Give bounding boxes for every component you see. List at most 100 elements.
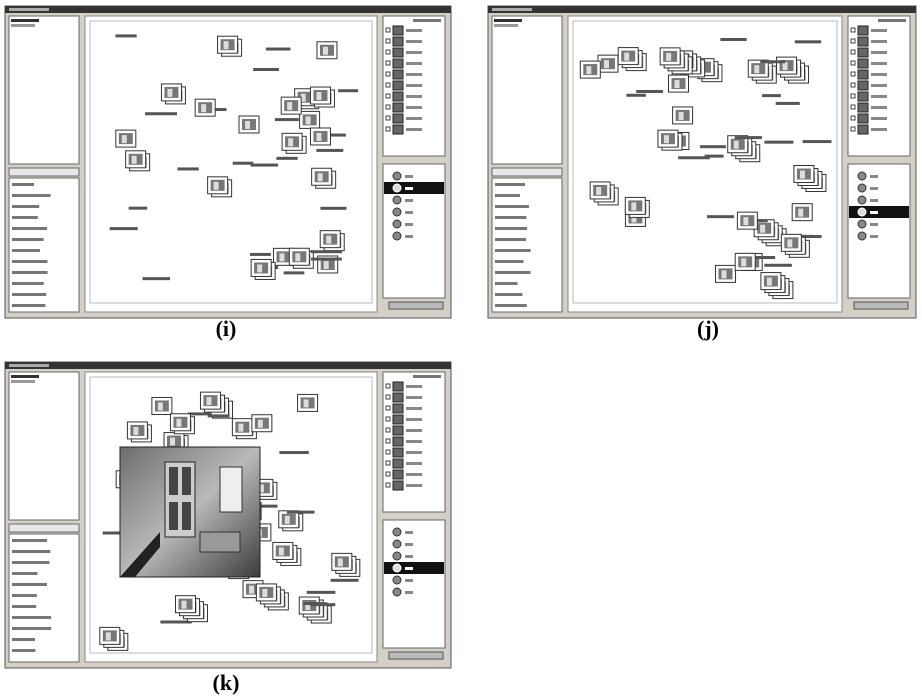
checkbox[interactable] [851,105,855,109]
checkbox[interactable] [386,406,390,410]
thumbnail-list-icon[interactable] [393,81,403,90]
category-item[interactable] [12,572,37,575]
thumbnail-list-icon[interactable] [858,92,868,101]
checkbox[interactable] [851,116,855,120]
category-item[interactable] [495,194,520,197]
file-list-item[interactable] [11,375,39,378]
checkbox[interactable] [851,50,855,54]
checkbox[interactable] [386,105,390,109]
thumbnail-list-icon[interactable] [393,404,403,413]
thumbnail-list-icon[interactable] [393,103,403,112]
file-list-item[interactable] [494,24,518,27]
checkbox[interactable] [386,83,390,87]
category-item[interactable] [495,260,524,263]
category-item[interactable] [12,561,49,564]
category-item[interactable] [12,227,47,230]
viewer-icon[interactable] [393,208,401,216]
checkbox[interactable] [386,28,390,32]
thumbnail-list-icon[interactable] [858,103,868,112]
status-button[interactable] [854,302,908,309]
category-item[interactable] [12,260,48,263]
viewer-icon[interactable] [858,232,866,240]
file-list-item[interactable] [11,19,39,22]
viewer-icon[interactable] [858,220,866,228]
file-list-item[interactable] [11,380,35,383]
viewer-icon[interactable] [858,196,866,204]
category-item[interactable] [495,282,517,285]
checkbox[interactable] [386,61,390,65]
category-item[interactable] [12,249,40,252]
file-list-item[interactable] [494,19,522,22]
thumbnail-list-icon[interactable] [393,448,403,457]
category-item[interactable] [495,271,531,274]
thumbnail-list-icon[interactable] [858,114,868,123]
viewer-icon[interactable] [393,552,401,560]
thumbnail-list-icon[interactable] [393,48,403,57]
checkbox[interactable] [386,439,390,443]
viewer-icon[interactable] [393,588,401,596]
checkbox[interactable] [851,61,855,65]
thumbnail-list-icon[interactable] [393,426,403,435]
category-item[interactable] [12,627,51,630]
thumbnail-list-icon[interactable] [393,114,403,123]
category-item[interactable] [12,216,38,219]
thumbnail-list-icon[interactable] [393,92,403,101]
checkbox[interactable] [851,127,855,131]
file-list-item[interactable] [11,24,35,27]
category-item[interactable] [12,605,36,608]
checkbox[interactable] [386,127,390,131]
category-item[interactable] [495,216,526,219]
thumbnail-list-icon[interactable] [393,415,403,424]
checkbox[interactable] [386,116,390,120]
category-item[interactable] [12,594,37,597]
checkbox[interactable] [851,83,855,87]
category-item[interactable] [12,649,35,652]
category-item[interactable] [12,238,44,241]
thumbnail-list-icon[interactable] [858,81,868,90]
category-item[interactable] [495,304,527,307]
thumbnail-list-icon[interactable] [393,59,403,68]
checkbox[interactable] [851,39,855,43]
thumbnail-list-icon[interactable] [858,70,868,79]
checkbox[interactable] [386,395,390,399]
category-item[interactable] [495,238,526,241]
thumbnail-list-icon[interactable] [393,37,403,46]
viewer-icon[interactable] [858,208,866,216]
checkbox[interactable] [851,94,855,98]
category-item[interactable] [495,205,529,208]
checkbox[interactable] [386,50,390,54]
thumbnail-list-icon[interactable] [393,70,403,79]
category-item[interactable] [12,304,45,307]
checkbox[interactable] [386,72,390,76]
viewer-icon[interactable] [393,184,401,192]
category-item[interactable] [12,293,46,296]
thumbnail-list-icon[interactable] [393,437,403,446]
thumbnail-list-icon[interactable] [393,470,403,479]
viewer-icon[interactable] [858,172,866,180]
thumbnail-list-icon[interactable] [393,481,403,490]
category-item[interactable] [12,271,48,274]
viewer-icon[interactable] [858,184,866,192]
category-item[interactable] [495,293,522,296]
category-item[interactable] [12,282,44,285]
checkbox[interactable] [386,483,390,487]
category-item[interactable] [12,194,51,197]
checkbox[interactable] [386,461,390,465]
checkbox[interactable] [386,39,390,43]
viewer-icon[interactable] [393,576,401,584]
checkbox[interactable] [386,94,390,98]
category-item[interactable] [12,205,39,208]
category-item[interactable] [495,183,525,186]
category-item[interactable] [12,583,47,586]
checkbox[interactable] [851,28,855,32]
category-item[interactable] [12,183,34,186]
checkbox[interactable] [386,450,390,454]
thumbnail-list-icon[interactable] [393,459,403,468]
thumbnail-list-icon[interactable] [858,125,868,134]
viewer-icon[interactable] [393,564,401,572]
viewer-icon[interactable] [393,540,401,548]
category-item[interactable] [495,249,531,252]
thumbnail-list-icon[interactable] [858,37,868,46]
category-item[interactable] [12,539,47,542]
category-item[interactable] [12,616,51,619]
